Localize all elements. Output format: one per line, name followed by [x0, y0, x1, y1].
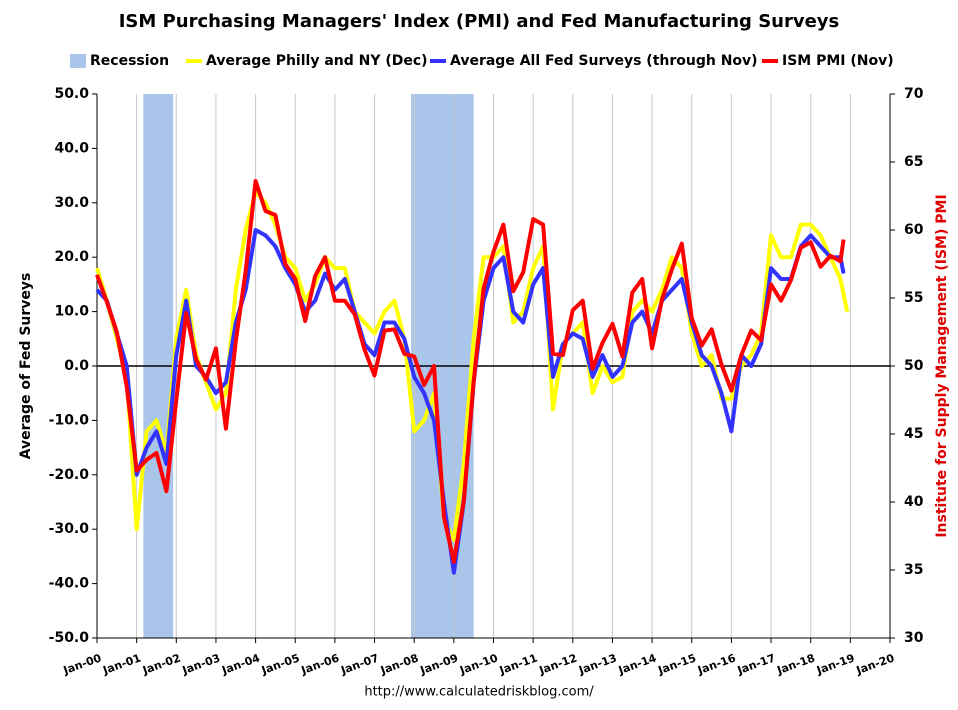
x-tick-label: Jan-00: [61, 651, 104, 677]
y-tick-label: -40.0: [49, 576, 90, 592]
y-tick-label: 30.0: [54, 195, 89, 211]
x-tick-label: Jan-10: [457, 651, 500, 677]
y2-tick-label: 40: [904, 494, 924, 510]
x-tick-label: Jan-12: [537, 651, 579, 677]
y2-tick-label: 35: [904, 562, 923, 578]
x-tick-label: Jan-02: [140, 651, 182, 677]
y-tick-label: -50.0: [49, 630, 90, 646]
x-tick-label: Jan-19: [814, 651, 856, 677]
y2-tick-label: 45: [904, 426, 923, 442]
legend-swatch: [70, 54, 86, 68]
legend-label: Average Philly and NY (Dec): [206, 53, 428, 69]
series-line: [95, 179, 846, 564]
y2-axis-label: Institute for Supply Management (ISM) PM…: [934, 194, 950, 537]
x-tick-label: Jan-15: [656, 651, 698, 677]
x-tick-label: Jan-07: [338, 651, 380, 677]
y-tick-label: 40.0: [54, 140, 89, 156]
legend-label: Recession: [90, 53, 169, 69]
y-tick-label: -10.0: [49, 412, 90, 428]
y2-tick-label: 60: [904, 222, 924, 238]
x-tick-label: Jan-09: [418, 651, 460, 677]
x-tick-label: Jan-16: [695, 651, 738, 677]
x-tick-label: Jan-18: [774, 651, 816, 677]
y-tick-label: 20.0: [54, 249, 89, 265]
y2-tick-label: 70: [904, 86, 924, 102]
source-note: http://www.calculatedriskblog.com/: [364, 685, 594, 700]
x-tick-label: Jan-14: [616, 651, 659, 677]
y-tick-label: -20.0: [49, 467, 90, 483]
x-tick-label: Jan-08: [378, 651, 420, 677]
x-tick-label: Jan-13: [576, 651, 618, 677]
x-tick-label: Jan-11: [497, 651, 539, 677]
y2-tick-label: 55: [904, 290, 923, 306]
x-tick-label: Jan-05: [259, 651, 301, 677]
x-tick-label: Jan-17: [735, 651, 777, 677]
y-tick-label: 10.0: [54, 304, 89, 320]
legend-label: ISM PMI (Nov): [782, 53, 894, 69]
chart-title: ISM Purchasing Managers' Index (PMI) and…: [119, 11, 840, 32]
x-tick-label: Jan-01: [100, 651, 142, 677]
x-tick-label: Jan-04: [219, 651, 262, 677]
y-tick-label: 0.0: [64, 358, 89, 374]
y-tick-label: 50.0: [54, 86, 89, 102]
x-tick-label: Jan-20: [854, 651, 897, 677]
x-tick-label: Jan-06: [299, 651, 342, 677]
x-tick-label: Jan-03: [180, 651, 222, 677]
legend-label: Average All Fed Surveys (through Nov): [450, 53, 758, 69]
y2-tick-label: 50: [904, 358, 924, 374]
y-tick-label: -30.0: [49, 521, 90, 537]
y2-tick-label: 65: [904, 154, 923, 170]
y-axis-label: Average of Fed Surveys: [18, 273, 34, 460]
y2-tick-label: 30: [904, 630, 924, 646]
